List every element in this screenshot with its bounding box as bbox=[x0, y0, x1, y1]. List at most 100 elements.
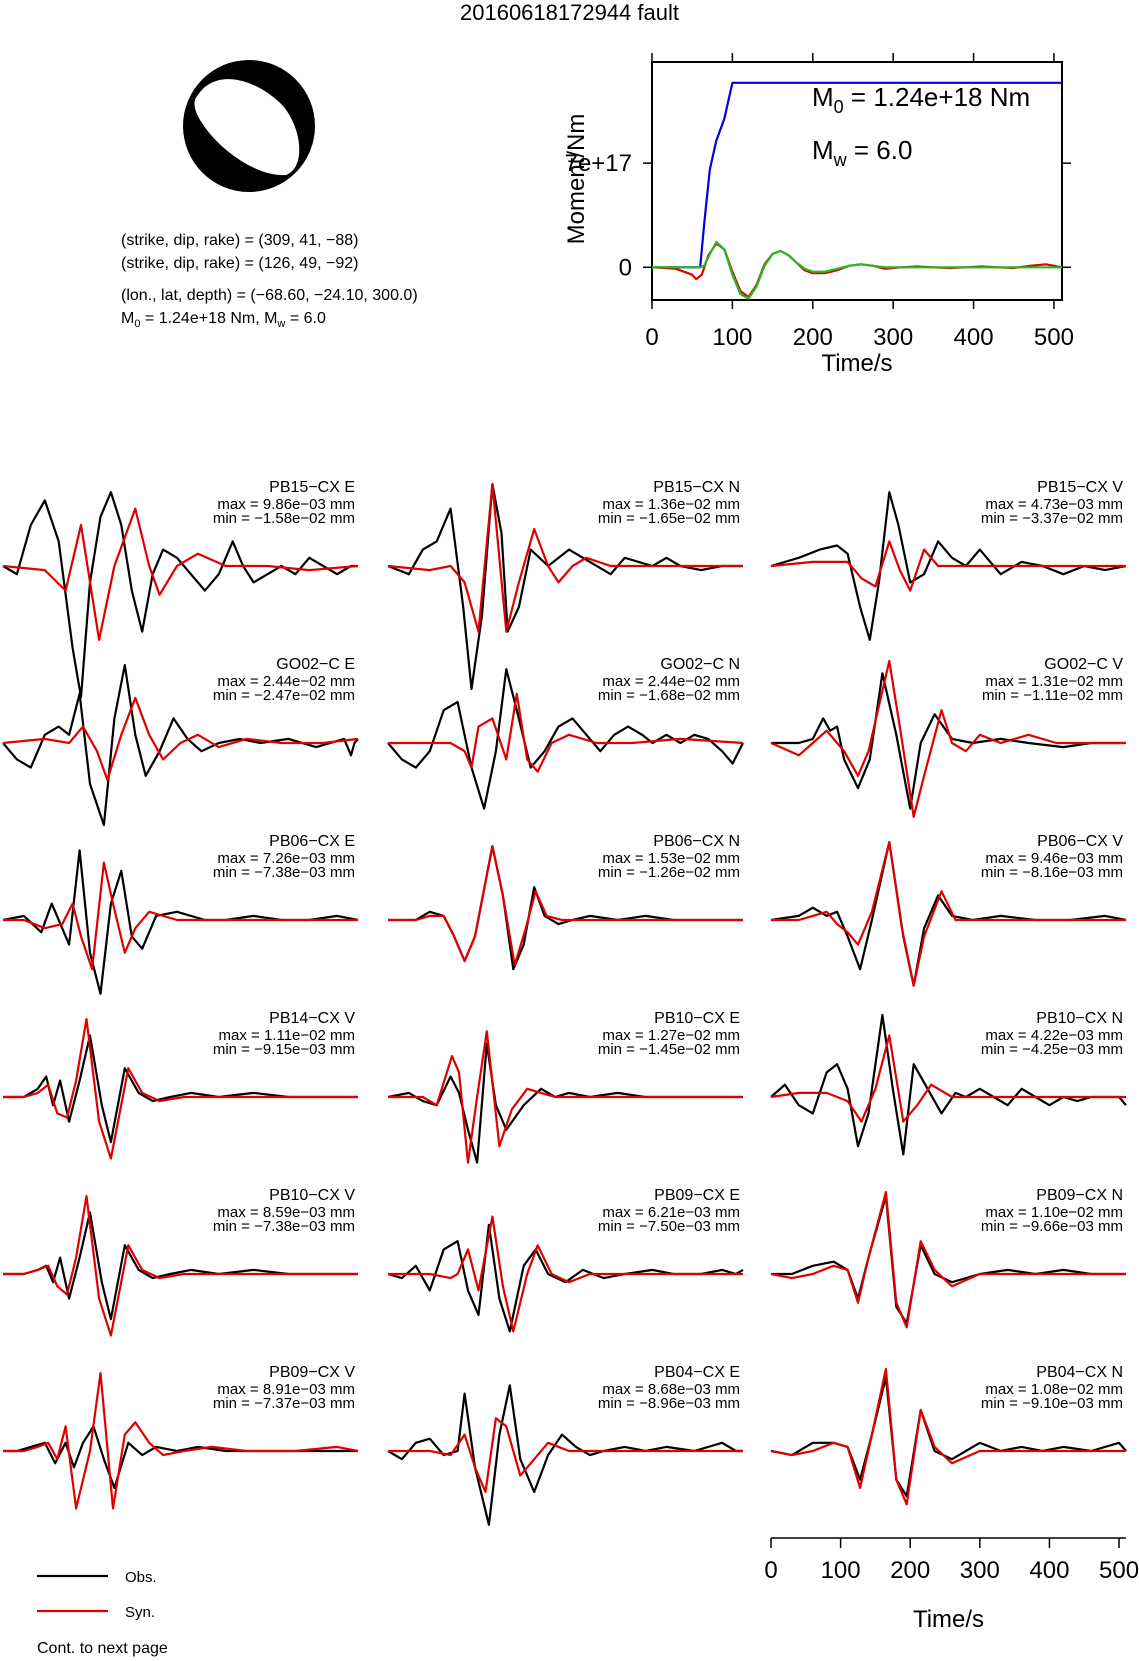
trace-max-label: max = 1.10e−02 mm bbox=[985, 1204, 1123, 1221]
trace-synthetic bbox=[3, 1194, 358, 1337]
trace-max-label: max = 1.27e−02 mm bbox=[602, 1027, 740, 1044]
trace-max-label: max = 1.11e−02 mm bbox=[219, 1027, 355, 1044]
trace-max-label: max = 8.91e−03 mm bbox=[217, 1381, 355, 1398]
trace-max-label: max = 4.73e−03 mm bbox=[985, 496, 1123, 513]
trace-station-label: PB10−CX E bbox=[654, 1010, 740, 1027]
trace-min-label: min = −1.68e−02 mm bbox=[598, 687, 740, 704]
trace-observed bbox=[771, 672, 1126, 810]
trace-station-label: PB15−CX E bbox=[269, 479, 355, 496]
trace-observed bbox=[2, 491, 358, 699]
source-location: (lon., lat, depth) = (−68.60, −24.10, 30… bbox=[121, 287, 418, 304]
trace-min-label: min = −9.10e−03 mm bbox=[981, 1395, 1123, 1412]
nodal-plane-1: (strike, dip, rake) = (309, 41, −88) bbox=[121, 232, 359, 249]
trace-station-label: PB04−CX E bbox=[654, 1364, 740, 1381]
trace-station-label: GO02−C V bbox=[1044, 656, 1123, 673]
trace-observed bbox=[2, 664, 359, 827]
trace-observed bbox=[387, 482, 743, 691]
trace-station-label: PB06−CX N bbox=[653, 833, 740, 850]
trace-min-label: min = −1.11e−02 mm bbox=[982, 687, 1123, 704]
trace-observed bbox=[387, 1384, 743, 1526]
x-tick-label: 200 bbox=[793, 324, 833, 351]
y-tick-label: 0 bbox=[619, 254, 632, 281]
trace-observed bbox=[770, 491, 1127, 641]
trace-min-label: min = −2.47e−02 mm bbox=[213, 687, 355, 704]
x-tick-label: 100 bbox=[712, 324, 752, 351]
y-tick-label: 7e+17 bbox=[565, 150, 632, 177]
x-tick-label: 400 bbox=[954, 324, 994, 351]
trace-min-label: min = −1.45e−02 mm bbox=[598, 1041, 740, 1058]
trace-synthetic bbox=[388, 1215, 743, 1333]
trace-min-label: min = −1.26e−02 mm bbox=[598, 864, 740, 881]
trace-max-label: max = 1.53e−02 mm bbox=[602, 850, 740, 867]
moment-rate-chart: 0 100 200 300 400 500 0 7e+17 Time/s Moment/Nm M0 … bbox=[563, 53, 1074, 377]
x-tick-label: 300 bbox=[873, 324, 913, 351]
trace-min-label: min = −1.65e−02 mm bbox=[598, 510, 740, 527]
time-tick-label: 0 bbox=[764, 1557, 777, 1584]
trace-min-label: min = −8.16e−03 mm bbox=[981, 864, 1123, 881]
moment-series-blue bbox=[652, 81, 1062, 269]
trace-synthetic bbox=[770, 1190, 1126, 1329]
trace-synthetic bbox=[387, 482, 743, 633]
source-moment: M0 = 1.24e+18 Nm, Mw = 6.0 bbox=[121, 310, 326, 331]
trace-station-label: PB09−CX V bbox=[269, 1364, 355, 1381]
time-tick-label: 400 bbox=[1029, 1557, 1069, 1584]
trace-synthetic bbox=[2, 507, 359, 641]
trace-station-label: PB04−CX N bbox=[1036, 1364, 1123, 1381]
trace-station-label: PB06−CX E bbox=[269, 833, 355, 850]
trace-station-label: PB15−CX V bbox=[1037, 479, 1123, 496]
trace-synthetic bbox=[770, 540, 1126, 592]
trace-station-label: PB10−CX N bbox=[1036, 1010, 1123, 1027]
trace-station-label: PB15−CX N bbox=[653, 479, 740, 496]
trace-synthetic bbox=[388, 692, 744, 773]
trace-synthetic bbox=[2, 696, 359, 781]
trace-max-label: max = 9.46e−03 mm bbox=[985, 850, 1123, 867]
page-title: 20160618172944 fault bbox=[460, 0, 679, 25]
mw-annotation: Mw = 6.0 bbox=[812, 135, 912, 170]
plot-frame bbox=[651, 61, 1063, 301]
trace-observed bbox=[387, 1223, 744, 1333]
trace-synthetic bbox=[770, 1034, 1126, 1123]
trace-station-label: PB14−CX V bbox=[269, 1010, 355, 1027]
trace-observed bbox=[3, 1211, 358, 1321]
trace-station-label: GO02−C N bbox=[660, 656, 740, 673]
trace-synthetic bbox=[388, 1417, 743, 1494]
trace-observed bbox=[387, 1042, 743, 1164]
time-axis-label: Time/s bbox=[913, 1606, 984, 1633]
trace-synthetic bbox=[770, 1367, 1126, 1506]
trace-station-label: PB06−CX V bbox=[1037, 833, 1123, 850]
trace-station-label: PB09−CX N bbox=[1036, 1187, 1123, 1204]
trace-max-label: max = 2.44e−02 mm bbox=[217, 673, 355, 690]
trace-min-label: min = −7.38e−03 mm bbox=[213, 1218, 355, 1235]
trace-synthetic bbox=[388, 845, 743, 967]
trace-synthetic bbox=[388, 1030, 743, 1164]
trace-synthetic bbox=[771, 841, 1126, 987]
trace-max-label: max = 4.22e−03 mm bbox=[985, 1027, 1123, 1044]
trace-min-label: min = −9.66e−03 mm bbox=[981, 1218, 1123, 1235]
moment-series-green bbox=[652, 240, 1062, 300]
trace-max-label: max = 7.26e−03 mm bbox=[217, 850, 355, 867]
trace-synthetic bbox=[3, 1017, 358, 1160]
trace-max-label: max = 8.59e−03 mm bbox=[217, 1204, 355, 1221]
y-axis-label: Moment/Nm bbox=[563, 114, 590, 245]
time-tick-label: 100 bbox=[821, 1557, 861, 1584]
trace-synthetic bbox=[3, 861, 358, 971]
time-tick-label: 200 bbox=[890, 1557, 930, 1584]
x-axis-label: Time/s bbox=[821, 350, 892, 377]
trace-min-label: min = −7.50e−03 mm bbox=[598, 1218, 740, 1235]
trace-observed bbox=[2, 849, 359, 995]
trace-min-label: min = −1.58e−02 mm bbox=[213, 510, 355, 527]
trace-max-label: max = 1.08e−02 mm bbox=[985, 1381, 1123, 1398]
trace-max-label: max = 1.36e−02 mm bbox=[602, 496, 740, 513]
trace-max-label: max = 1.31e−02 mm bbox=[985, 673, 1123, 690]
time-tick-label: 500 bbox=[1099, 1557, 1139, 1584]
trace-station-label: GO02−C E bbox=[276, 656, 355, 673]
legend-obs-label: Obs. bbox=[125, 1569, 157, 1586]
footer-note: Cont. to next page bbox=[37, 1640, 168, 1657]
trace-station-label: PB10−CX V bbox=[269, 1187, 355, 1204]
x-tick-label: 500 bbox=[1034, 324, 1074, 351]
time-tick-label: 300 bbox=[960, 1557, 1000, 1584]
trace-max-label: max = 8.68e−03 mm bbox=[602, 1381, 740, 1398]
x-tick-label: 0 bbox=[645, 324, 658, 351]
trace-max-label: max = 2.44e−02 mm bbox=[602, 673, 740, 690]
